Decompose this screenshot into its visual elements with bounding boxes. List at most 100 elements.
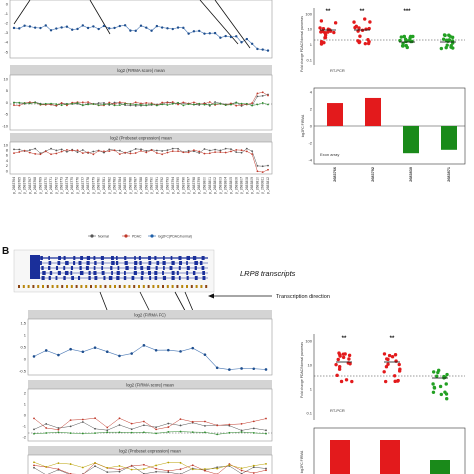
log2fc-point <box>240 41 243 44</box>
probeset-label: p_2683790 <box>150 177 154 194</box>
normal-point <box>179 424 182 427</box>
exon-block <box>148 256 151 260</box>
pdac-point <box>60 102 63 104</box>
normal-point <box>166 149 169 152</box>
pdac-point <box>179 468 182 471</box>
normal-point <box>265 467 267 470</box>
pdac-point <box>69 419 72 422</box>
callout-line <box>89 0 111 35</box>
probeset-label: p_2683799 <box>197 177 201 194</box>
probeset-marker <box>186 285 188 288</box>
probeset-label: p_2683787 <box>134 177 138 194</box>
pdac-point <box>219 151 222 154</box>
pdac-point <box>13 104 15 107</box>
exon-block <box>139 261 142 265</box>
pdac-point <box>187 151 190 154</box>
probeset-label: p_2683776 <box>76 177 80 194</box>
probeset-label: p_2683773 <box>60 177 64 194</box>
exon-block <box>57 271 61 275</box>
exon-block <box>178 276 181 280</box>
pdac-point <box>240 149 243 152</box>
normal-point <box>118 424 121 426</box>
exon-block <box>88 276 91 280</box>
probeset-label: p_2683770 <box>44 177 48 194</box>
probeset-marker <box>166 285 169 288</box>
normal-point <box>155 426 158 429</box>
pdac-point <box>191 464 194 467</box>
log2fc-point <box>55 103 58 106</box>
y-tick-label: 0.5 <box>20 344 26 349</box>
exon-block <box>48 256 50 260</box>
probeset-label: p_2683783 <box>113 177 117 194</box>
rtpcr-point <box>352 20 356 24</box>
rtpcr-point <box>341 355 346 360</box>
normal-point <box>124 104 127 106</box>
log2fc-point <box>145 104 148 107</box>
log2fc-point <box>229 35 233 39</box>
probeset-label: p_2683766 <box>23 177 27 194</box>
firma-fc-point <box>44 349 48 352</box>
probeset-label: p_2683805 <box>229 177 233 194</box>
probeset-marker <box>118 285 121 288</box>
rtpcr-point <box>386 362 390 366</box>
exon-block <box>178 266 181 270</box>
log2fc-point <box>256 103 259 106</box>
log2fc-point <box>198 102 201 105</box>
probeset-label: p_2683792 <box>160 177 164 194</box>
log2fc-point <box>81 24 84 27</box>
normal-point <box>28 149 31 151</box>
exon-block <box>124 261 128 265</box>
probeset-label: p_2683772 <box>54 177 58 194</box>
exon-block <box>93 256 96 260</box>
lrp8-transcripts-label: LRP8 transcripts <box>240 269 296 278</box>
log2fc-line <box>33 461 267 470</box>
exon-block <box>171 276 175 280</box>
y-tick-label: 2 <box>6 163 9 168</box>
y-tick-label: 0 <box>6 1 9 6</box>
rtpcr-point <box>332 30 336 35</box>
log2fc-point <box>94 462 96 464</box>
probeset-label: p_2683781 <box>102 177 106 194</box>
probeset-label: p_2683769 <box>38 177 42 194</box>
pdac-point <box>230 150 232 153</box>
pdac-point <box>140 102 142 105</box>
log2fc-point <box>123 24 127 27</box>
exon-bar <box>380 440 400 474</box>
pdac-point <box>245 150 248 153</box>
panel-b-exon-ylabel: log2FC FIRMA <box>300 450 304 473</box>
log2fc-point <box>106 431 109 434</box>
probeset-marker <box>205 285 208 288</box>
y-tick-label: 10 <box>308 27 313 32</box>
exon-block <box>170 256 173 260</box>
exon-block <box>111 256 114 260</box>
log2fc-point <box>219 102 222 105</box>
pdac-point <box>55 104 58 107</box>
normal-point <box>129 150 132 153</box>
log2fc-point <box>167 431 170 433</box>
log2fc-point <box>198 29 201 33</box>
exon-block <box>63 256 66 260</box>
probeset-label: p_2683782 <box>107 177 111 194</box>
y-tick-label: 1.5 <box>20 320 26 325</box>
pdac-point <box>113 149 116 152</box>
panel-b-probeset-expression-title: log2 (Probeset expression) mean <box>119 449 181 454</box>
normal-point <box>18 148 21 151</box>
rtpcr-point <box>382 352 387 356</box>
rtpcr-point <box>344 378 349 382</box>
exon-block <box>71 276 74 280</box>
log2fc-point <box>192 30 196 33</box>
panel-a-probeset-axis: p_2683764 p_2683765 p_2683766 p_2683767 p_26… <box>12 177 270 194</box>
exon-block <box>131 276 135 280</box>
pdac-line <box>33 417 267 430</box>
pdac-point <box>45 427 48 429</box>
exon-block <box>110 266 113 270</box>
log2fc-point <box>155 464 158 467</box>
y-tick-label: 6 <box>6 153 9 158</box>
exon-block <box>138 256 141 260</box>
rtpcr-point <box>319 40 324 44</box>
exon-category-label: 2683830 <box>409 167 413 182</box>
exon-block <box>100 256 104 260</box>
log2fc-point <box>28 102 31 105</box>
log2fc-point <box>150 103 153 106</box>
